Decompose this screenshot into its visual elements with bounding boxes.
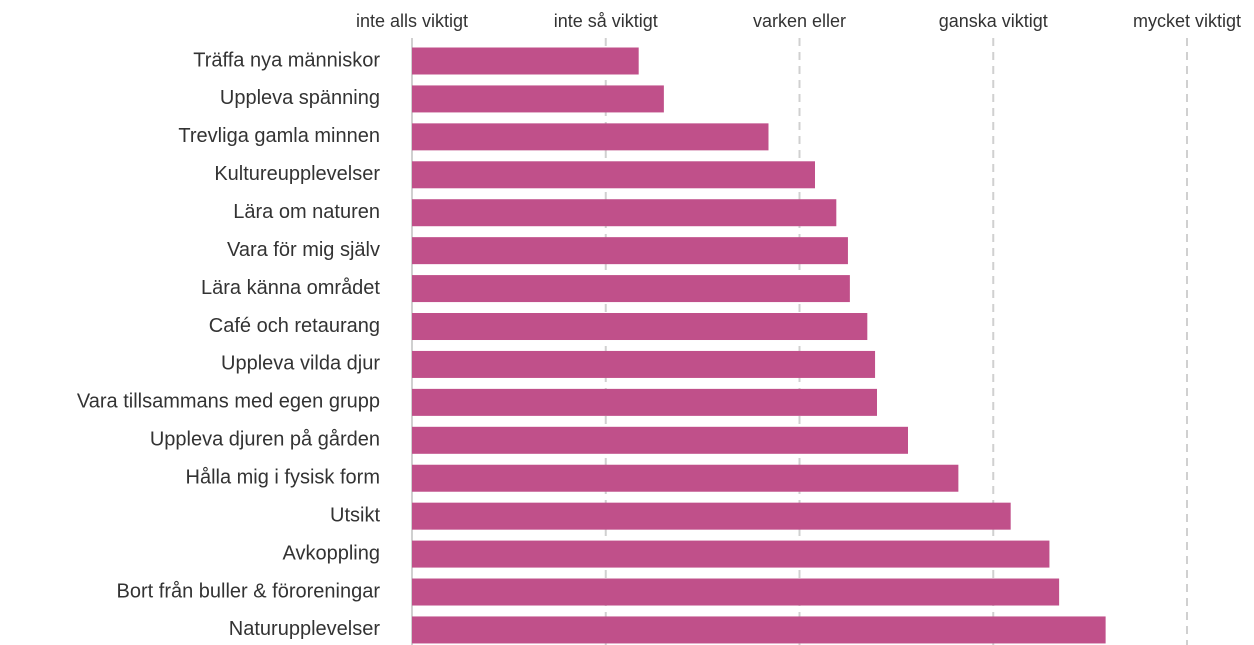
- y-tick-label: Lära känna området: [201, 277, 380, 299]
- y-tick-label: Trevliga gamla minnen: [178, 125, 380, 147]
- x-tick-label: mycket viktigt: [1133, 11, 1241, 31]
- bar: [412, 313, 868, 341]
- y-tick-label: Hålla mig i fysisk form: [186, 467, 380, 489]
- bar: [412, 388, 877, 416]
- bar: [412, 350, 876, 378]
- bar: [412, 161, 815, 189]
- y-tick-label: Kultureupplevelser: [214, 163, 380, 185]
- x-tick-label: ganska viktigt: [939, 11, 1048, 31]
- y-tick-label: Uppleva vilda djur: [221, 353, 380, 375]
- bar: [412, 464, 959, 492]
- bar: [412, 578, 1060, 606]
- x-tick-label: inte så viktigt: [554, 11, 658, 31]
- y-tick-label: Utsikt: [330, 504, 380, 526]
- bar: [412, 237, 848, 265]
- x-tick-label: inte alls viktigt: [356, 11, 468, 31]
- bar: [412, 426, 908, 454]
- y-tick-label: Vara för mig själv: [227, 239, 380, 261]
- y-tick-label: Vara tillsammans med egen grupp: [77, 391, 380, 413]
- y-tick-label: Träffa nya människor: [193, 49, 380, 71]
- y-tick-label: Avkoppling: [283, 542, 380, 564]
- y-tick-label: Uppleva djuren på gården: [150, 429, 380, 451]
- bar: [412, 540, 1050, 568]
- y-tick-label: Café och retaurang: [209, 315, 380, 337]
- bar: [412, 502, 1011, 530]
- bar: [412, 275, 850, 303]
- y-tick-label: Uppleva spänning: [220, 87, 380, 109]
- bar: [412, 616, 1106, 644]
- bar: [412, 85, 664, 113]
- bar: [412, 47, 639, 75]
- bar: [412, 123, 769, 151]
- y-tick-label: Lära om naturen: [233, 201, 380, 223]
- x-tick-label: varken eller: [753, 11, 846, 31]
- y-tick-label: Naturupplevelser: [229, 618, 381, 640]
- bar: [412, 199, 837, 227]
- y-tick-label: Bort från buller & föroreningar: [117, 580, 381, 602]
